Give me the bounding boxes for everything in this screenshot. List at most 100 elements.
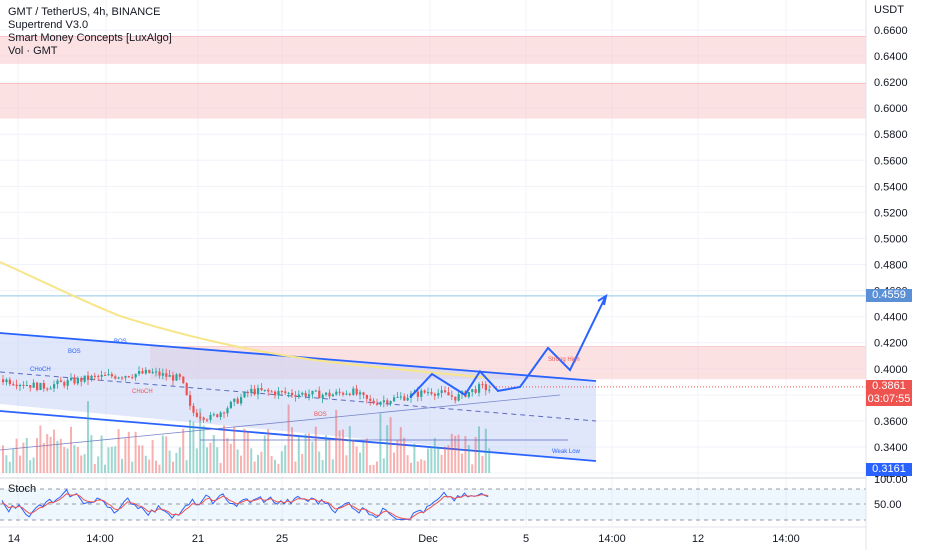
volume-bar	[416, 461, 419, 473]
volume-bar	[2, 445, 4, 473]
supply-zone	[0, 83, 866, 119]
candle-body	[240, 397, 243, 404]
candle-body	[141, 371, 144, 374]
candle-body	[93, 375, 96, 377]
candle-body	[369, 398, 372, 401]
volume-bar	[5, 455, 8, 473]
candle-body	[393, 397, 396, 402]
volume-bar	[19, 455, 21, 473]
bos-label-1: BOS	[68, 349, 81, 355]
candle-body	[342, 392, 345, 395]
symbol-title: GMT / TetherUS, 4h, BINANCE	[8, 6, 161, 18]
candle-body	[488, 389, 491, 391]
candle-body	[433, 393, 436, 396]
y-tick-label: 0.4200	[874, 338, 908, 350]
candle-body	[318, 390, 321, 399]
candle-body	[331, 394, 334, 397]
candle-body	[284, 391, 287, 394]
candle-body	[457, 394, 460, 401]
candle-body	[478, 384, 481, 393]
volume-bar	[39, 425, 42, 473]
y-tick-label: 0.5800	[874, 129, 908, 141]
volume-bar	[15, 438, 18, 473]
candle-body	[257, 388, 260, 395]
volume-bar	[172, 461, 174, 473]
indicator-volume[interactable]: Vol · GMT	[8, 45, 58, 57]
volume-bar	[144, 455, 147, 473]
volume-bar	[297, 436, 300, 473]
candle-body	[73, 377, 76, 384]
price-axis: USDT 0.6600 0.6400 0.6200 0.6000 0.5800 0.560…	[865, 0, 932, 550]
candle-body	[423, 390, 426, 393]
volume-bar	[277, 463, 280, 473]
candle-body	[304, 392, 307, 397]
volume-bar	[80, 455, 83, 473]
volume-bar	[70, 426, 72, 473]
candle-body	[263, 389, 266, 391]
volume-bar	[280, 451, 283, 473]
candle-body	[8, 379, 11, 385]
candle-body	[206, 419, 209, 421]
candle-body	[70, 377, 73, 381]
candle-body	[274, 391, 277, 396]
indicator-supertrend[interactable]: Supertrend V3.0	[8, 19, 89, 31]
candle-body	[294, 395, 297, 397]
candle-body	[474, 389, 477, 393]
volume-bar	[229, 443, 232, 473]
candle-body	[212, 414, 215, 416]
candle-body	[131, 377, 134, 379]
stochastic-pane	[0, 477, 866, 521]
volume-bar	[331, 459, 334, 473]
candle-body	[430, 392, 433, 394]
volume-bar	[338, 430, 341, 473]
candle-body	[168, 375, 171, 377]
volume-bar	[355, 446, 358, 473]
volume-bar	[59, 438, 62, 473]
volume-bar	[127, 431, 130, 473]
volume-bar	[250, 448, 253, 473]
choch-label-1: CHoCH	[30, 367, 51, 373]
volume-bar	[121, 458, 123, 473]
candle-body	[372, 400, 375, 404]
volume-bar	[141, 445, 144, 473]
candle-body	[42, 382, 45, 389]
volume-bar	[467, 445, 470, 473]
stoch-title[interactable]: Stoch	[8, 483, 37, 495]
candle-body	[29, 385, 32, 388]
candle-body	[63, 382, 66, 386]
candle-body	[155, 371, 158, 373]
volume-bar	[114, 446, 117, 473]
candle-body	[165, 373, 168, 377]
volume-bar	[12, 448, 15, 473]
volume-bar	[413, 443, 416, 473]
weak-low-label: Weak Low	[552, 449, 581, 455]
volume-bar	[393, 452, 395, 473]
volume-bar	[308, 433, 310, 473]
candle-body	[97, 375, 100, 377]
volume-bar	[124, 438, 127, 473]
candle-body	[46, 388, 49, 390]
volume-bar	[440, 454, 443, 473]
candle-body	[49, 388, 52, 390]
indicator-smc[interactable]: Smart Money Concepts [LuxAlgo]	[8, 32, 172, 44]
candle-body	[416, 391, 419, 397]
volume-bar	[484, 428, 487, 473]
volume-bar	[161, 435, 164, 473]
candle-body	[12, 384, 15, 386]
volume-bar	[83, 454, 86, 473]
candle-body	[199, 416, 202, 418]
candle-body	[83, 375, 86, 382]
candle-body	[114, 376, 117, 379]
stoch-level-label: 100.00	[874, 474, 908, 486]
volume-bar	[100, 435, 103, 473]
candle-body	[481, 384, 484, 386]
volume-bar	[427, 448, 429, 473]
candle-body	[25, 385, 28, 387]
candle-body	[59, 380, 62, 383]
volume-bar	[335, 409, 338, 473]
volume-bar	[29, 460, 32, 473]
y-tick-label: 0.5000	[874, 233, 908, 245]
candle-body	[175, 374, 178, 381]
candle-body	[185, 383, 188, 396]
